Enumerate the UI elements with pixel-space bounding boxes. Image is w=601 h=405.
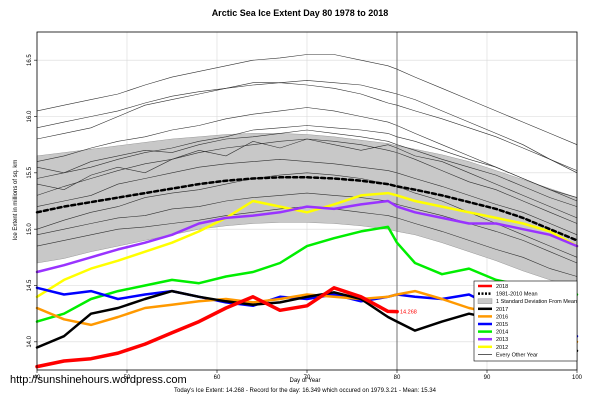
- x-tick-label: 90: [484, 375, 491, 381]
- other-year-line-12: [36, 125, 578, 198]
- other-year-line-2: [36, 54, 578, 145]
- other-year-line-6: [36, 158, 578, 236]
- other-year-line-3: [36, 107, 578, 202]
- x-tick-label: 100: [572, 375, 583, 381]
- legend-label-2012: 2012: [496, 345, 508, 351]
- legend-label-2016: 2016: [496, 314, 508, 320]
- legend-label-2013: 2013: [496, 337, 508, 343]
- y-tick-label: 14.5: [27, 279, 33, 291]
- y-tick-label: 16.0: [27, 110, 33, 122]
- other-year-line-5: [36, 138, 578, 219]
- legend-label-2017: 2017: [496, 307, 508, 313]
- other-year-line-9: [36, 192, 578, 264]
- legend-label-2014: 2014: [496, 330, 508, 336]
- x-tick-label: 80: [394, 375, 401, 381]
- series-line-2014: [35, 225, 579, 323]
- other-year-line-11: [36, 82, 578, 171]
- x-tick-label: 40: [34, 375, 41, 381]
- y-tick-label: 16.5: [27, 54, 33, 66]
- y-tick-label: 15.0: [27, 223, 33, 235]
- y-tick-label: 15.5: [27, 166, 33, 178]
- x-tick-label: 50: [124, 375, 131, 381]
- other-year-line-7: [36, 172, 578, 258]
- other-year-line-8: [36, 129, 578, 207]
- legend-swatch-1-standard-deviation-from-mean: [477, 298, 493, 304]
- current-value-point: [395, 309, 399, 314]
- other-year-line-1: [36, 80, 578, 174]
- legend-label-2018: 2018: [496, 284, 508, 290]
- source-url: http://sunshinehours.wordpress.com: [10, 374, 187, 386]
- x-axis-label: Day of Year: [289, 378, 320, 384]
- series-line-2013: [35, 199, 579, 274]
- chart-title: Arctic Sea Ice Extent Day 80 1978 to 201…: [212, 8, 389, 18]
- y-axis-label: Ice Extent in millions of sq. km: [13, 160, 19, 241]
- chart-caption: Today's Ice Extent: 14.268 - Record for …: [174, 388, 437, 394]
- legend-label-1-standard-deviation-from-mean: 1 Standard Deviation From Mean: [496, 299, 577, 305]
- x-tick-label: 60: [214, 375, 221, 381]
- current-value-label: 14.268: [400, 310, 417, 316]
- legend-label-every-other-year: Every Other Year: [496, 352, 538, 358]
- y-tick-label: 14.0: [27, 335, 33, 347]
- legend-label-2015: 2015: [496, 322, 508, 328]
- series-line-2018: [35, 286, 399, 369]
- series-line-1981-2010-mean: [35, 176, 579, 242]
- x-tick-label: 70: [304, 375, 311, 381]
- legend-label-1981-2010-mean: 1981-2010 Mean: [496, 292, 538, 298]
- other-year-line-4: [36, 138, 578, 224]
